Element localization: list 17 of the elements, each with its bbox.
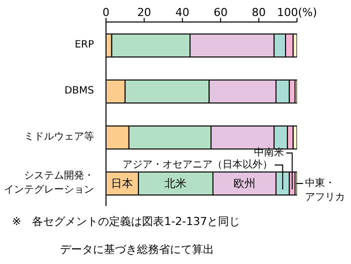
x-tick-label: 40 xyxy=(175,6,190,19)
series-label: 欧州 xyxy=(233,177,256,190)
x-tick-label: 0 xyxy=(102,6,110,19)
y-tick-label: ミドルウェア等 xyxy=(24,130,94,142)
x-tick-label: 20 xyxy=(137,6,152,19)
y-tick-label: ERP xyxy=(74,40,94,50)
text: ※ 各セグメントの定義は図表1-2-137と同じ xyxy=(12,214,240,229)
series-label: 北米 xyxy=(164,177,187,190)
x-tick-label: 80 xyxy=(252,6,266,19)
legend-label: 中東・アフリカ xyxy=(305,177,345,203)
x-tick-label: 60 xyxy=(214,6,228,19)
series-label: 日本 xyxy=(111,177,134,190)
text: データに基づき総務省にて算出 xyxy=(60,242,214,257)
x-tick-label: 100(%) xyxy=(276,6,318,19)
y-tick-label: システム開発・インテグレーション xyxy=(4,170,94,196)
series-label: アジア・オセアニア（日本以外） xyxy=(122,158,273,170)
y-tick-label: DBMS xyxy=(64,86,94,96)
